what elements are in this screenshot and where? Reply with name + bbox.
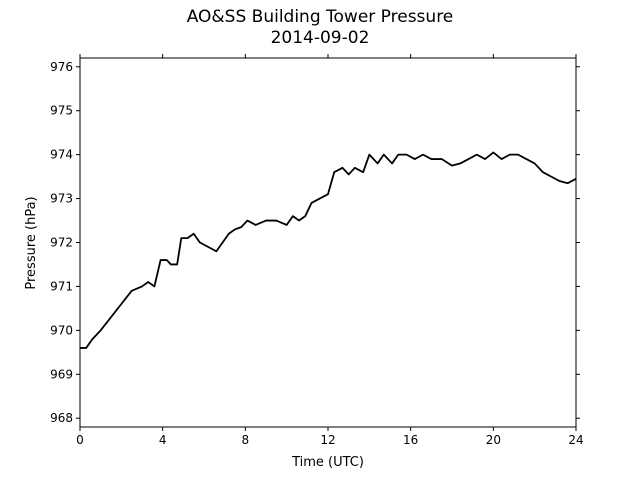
y-tick-label: 970 — [50, 323, 73, 337]
x-tick-label: 4 — [159, 433, 167, 447]
y-tick-label: 976 — [50, 60, 73, 74]
y-axis-label: Pressure (hPa) — [24, 196, 39, 289]
x-axis-label: Time (UTC) — [291, 455, 364, 470]
y-tick-label: 969 — [50, 367, 73, 381]
y-tick-label: 968 — [50, 411, 73, 425]
y-tick-label: 973 — [50, 192, 73, 206]
x-tick-label: 12 — [320, 433, 335, 447]
y-tick-label: 974 — [50, 148, 73, 162]
chart-title: AO&SS Building Tower Pressure — [186, 7, 454, 27]
x-tick-label: 8 — [242, 433, 250, 447]
y-tick-label: 975 — [50, 104, 73, 118]
x-tick-label: 0 — [76, 433, 84, 447]
x-tick-label: 16 — [403, 433, 418, 447]
y-tick-label: 971 — [50, 279, 73, 293]
chart-subtitle: 2014-09-02 — [270, 28, 370, 48]
x-tick-label: 20 — [486, 433, 501, 447]
series-line — [80, 151, 577, 349]
axis-ticks: 0 4 8 12 16 20 24 968 969 970 971 972 973 974 975 976 — [50, 54, 584, 447]
plot-frame — [79, 57, 577, 428]
y-tick-label: 972 — [50, 236, 73, 250]
x-tick-label: 24 — [568, 433, 583, 447]
